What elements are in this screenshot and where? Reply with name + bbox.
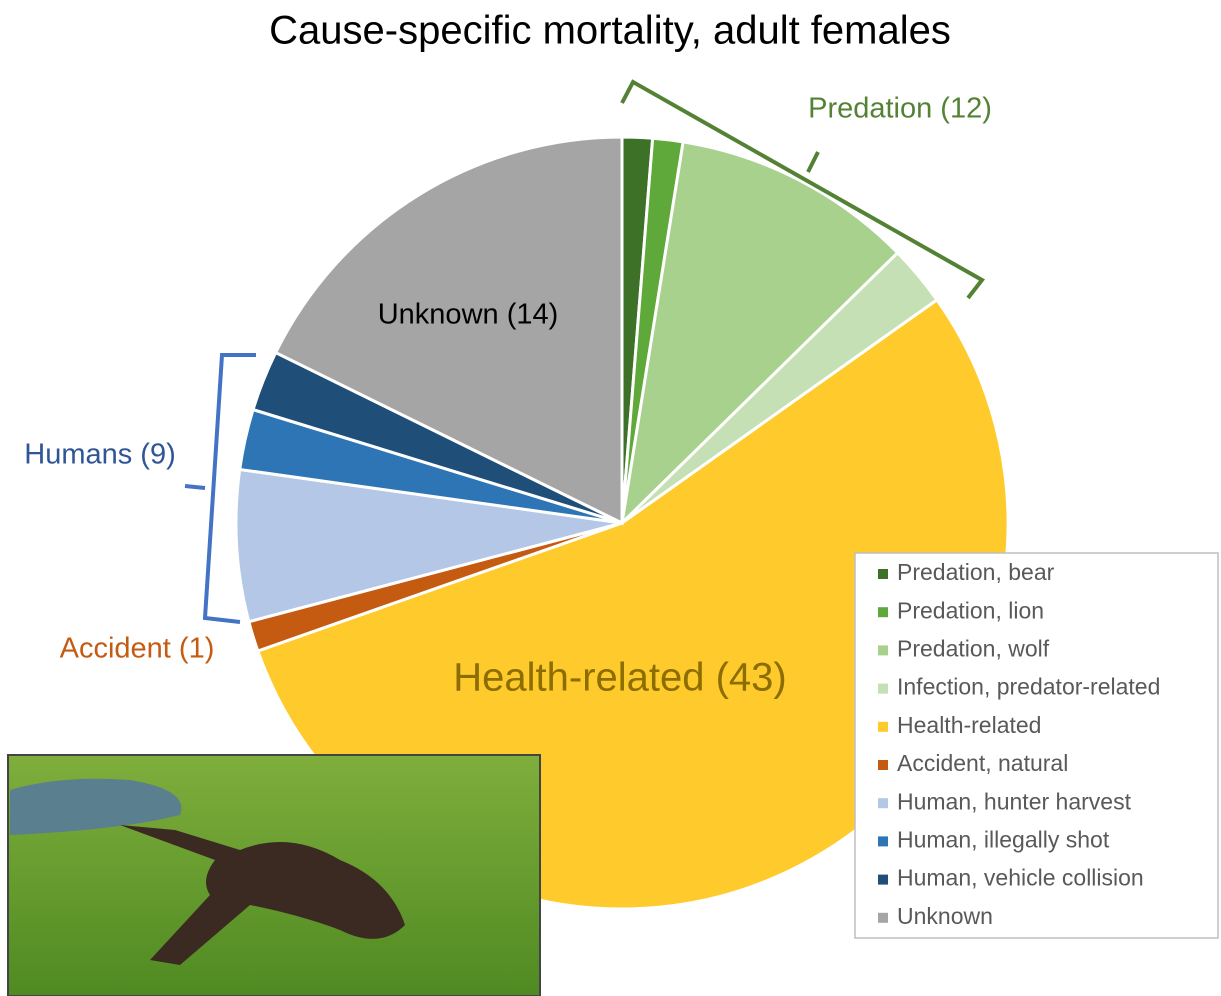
legend: Predation, bear Predation, lion Predation,…	[878, 559, 1160, 929]
legend-swatch	[878, 721, 888, 732]
pie-slice	[234, 467, 623, 624]
legend-swatch	[878, 645, 888, 656]
photo	[7, 754, 541, 996]
legend-swatch	[878, 683, 888, 694]
legend-label: Infection, predator-related	[897, 674, 1160, 700]
annotation: Unknown (14)	[378, 299, 559, 331]
annotation: Humans (9)	[24, 439, 176, 471]
pie	[234, 135, 1010, 911]
legend-swatch	[878, 912, 888, 923]
legend-box	[854, 552, 1219, 939]
legend-swatch	[878, 836, 888, 847]
photo-animal	[120, 825, 405, 965]
legend-label: Human, hunter harvest	[897, 788, 1132, 814]
legend-swatch	[878, 607, 888, 618]
annotation: Health-related (43)	[453, 656, 787, 700]
legend-swatch	[878, 569, 888, 579]
photo-water	[10, 778, 182, 835]
legend-label: Predation, bear	[897, 559, 1055, 585]
predation-bracket	[620, 79, 985, 300]
legend-swatch	[878, 798, 888, 809]
legend-label: Human, illegally shot	[897, 826, 1110, 852]
legend-swatch	[878, 874, 888, 885]
legend-label: Accident, natural	[897, 750, 1068, 776]
annotation: Accident (1)	[60, 633, 215, 665]
legend-label: Unknown	[897, 903, 993, 929]
legend-label: Health-related	[897, 712, 1041, 738]
legend-label: Human, vehicle collision	[897, 865, 1144, 891]
chart-title: Cause-specific mortality, adult females	[269, 9, 951, 53]
pie-slice	[273, 135, 624, 526]
humans-bracket	[184, 353, 256, 624]
legend-label: Predation, lion	[897, 597, 1044, 623]
legend-label: Predation, wolf	[897, 635, 1050, 661]
pie-slice	[619, 140, 900, 528]
legend-swatch	[878, 760, 888, 770]
brackets	[184, 79, 985, 624]
annotation: Predation (12)	[808, 93, 992, 125]
